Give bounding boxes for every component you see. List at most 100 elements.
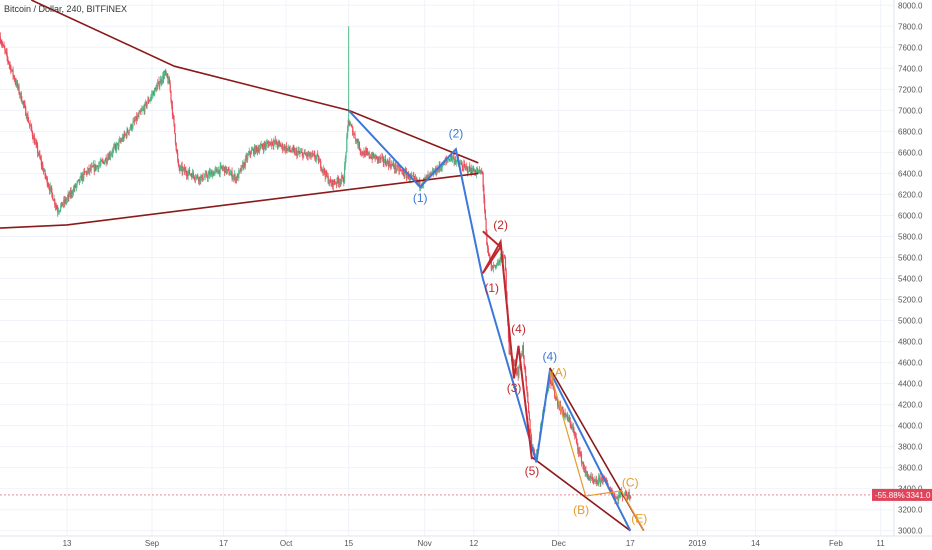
- candle: [279, 140, 281, 147]
- candle: [187, 168, 189, 181]
- red-wave[interactable]: [481, 230, 533, 460]
- candle: [500, 256, 502, 261]
- candle: [391, 163, 393, 166]
- candle: [210, 170, 212, 175]
- candle: [498, 259, 501, 266]
- falling-channel-lower[interactable]: [531, 456, 631, 532]
- candle: [629, 494, 631, 502]
- candle: [414, 173, 416, 182]
- candle: [301, 148, 303, 156]
- candle: [287, 148, 289, 151]
- candle: [123, 130, 125, 141]
- candle: [384, 156, 386, 163]
- candle: [307, 150, 309, 161]
- candle: [351, 123, 353, 129]
- candle: [454, 158, 456, 165]
- candle: [0, 32, 1, 44]
- candle: [105, 154, 107, 167]
- candle: [162, 70, 165, 84]
- candle: [138, 110, 140, 120]
- candle: [203, 173, 206, 178]
- candle: [344, 155, 346, 171]
- candle: [232, 174, 235, 183]
- candle: [571, 421, 573, 430]
- candle: [104, 157, 107, 162]
- candle: [520, 353, 522, 359]
- candle: [76, 180, 78, 189]
- candle: [565, 412, 567, 421]
- candle: [104, 159, 106, 165]
- candle: [46, 176, 48, 188]
- candle: [295, 147, 297, 156]
- candle: [177, 158, 180, 167]
- candle: [343, 161, 346, 184]
- candle: [201, 173, 203, 182]
- candle: [486, 229, 488, 246]
- candle: [51, 185, 53, 198]
- candle: [322, 169, 324, 176]
- candle: [227, 167, 229, 172]
- candle: [130, 123, 132, 131]
- candle: [148, 96, 150, 104]
- candle: [219, 161, 221, 178]
- candle: [63, 196, 66, 208]
- orange-wave[interactable]: [549, 370, 645, 531]
- price-axis[interactable]: 3000.03200.03400.03600.03800.04000.04200…: [898, 1, 923, 535]
- candle: [57, 205, 59, 217]
- candle: [588, 474, 590, 481]
- candle: [595, 475, 597, 487]
- candle: [221, 165, 223, 172]
- candle: [216, 167, 218, 173]
- candle: [465, 165, 467, 171]
- upper-triangle-line[interactable]: [30, 0, 479, 164]
- candle: [313, 150, 315, 156]
- candle: [178, 163, 180, 171]
- blue-wave-b[interactable]: [481, 278, 632, 532]
- candle: [367, 148, 369, 156]
- wave-label-orange: (B): [573, 503, 589, 517]
- candle: [99, 158, 101, 169]
- candle: [27, 111, 29, 123]
- candle: [218, 166, 220, 175]
- candle: [358, 138, 360, 150]
- candle: [272, 139, 274, 150]
- candle: [124, 130, 126, 138]
- price-tick-label: 4600.0: [898, 359, 923, 368]
- candle: [2, 43, 4, 47]
- candle: [73, 184, 75, 192]
- time-tick-label: 17: [626, 539, 635, 548]
- blue-wave-a[interactable]: [347, 109, 484, 279]
- candle: [273, 139, 276, 146]
- candle: [47, 181, 49, 188]
- candle: [242, 161, 244, 171]
- candle: [103, 161, 105, 165]
- candle: [96, 164, 98, 167]
- candle: [42, 168, 45, 175]
- candle: [352, 130, 355, 139]
- candle: [177, 149, 179, 163]
- candle: [100, 157, 102, 167]
- candle: [262, 143, 264, 150]
- candle: [147, 95, 149, 104]
- candle: [180, 164, 182, 172]
- candle: [238, 167, 240, 182]
- candle: [335, 181, 337, 185]
- candle: [469, 166, 472, 174]
- candle: [31, 123, 33, 133]
- time-axis[interactable]: 13 Sep 17 Oct 15 Nov 12 Dec 17 2019 14 Feb 11: [63, 539, 886, 548]
- candle: [362, 151, 364, 159]
- lower-triangle-line[interactable]: [0, 172, 479, 229]
- candle: [584, 466, 586, 478]
- candle: [237, 173, 239, 179]
- candle: [527, 401, 530, 414]
- candle: [562, 406, 564, 416]
- candle: [31, 130, 34, 139]
- candle: [174, 133, 177, 146]
- candle: [226, 168, 229, 174]
- candle: [234, 173, 236, 184]
- candle: [518, 364, 520, 379]
- candle: [212, 170, 214, 179]
- candle: [244, 154, 247, 170]
